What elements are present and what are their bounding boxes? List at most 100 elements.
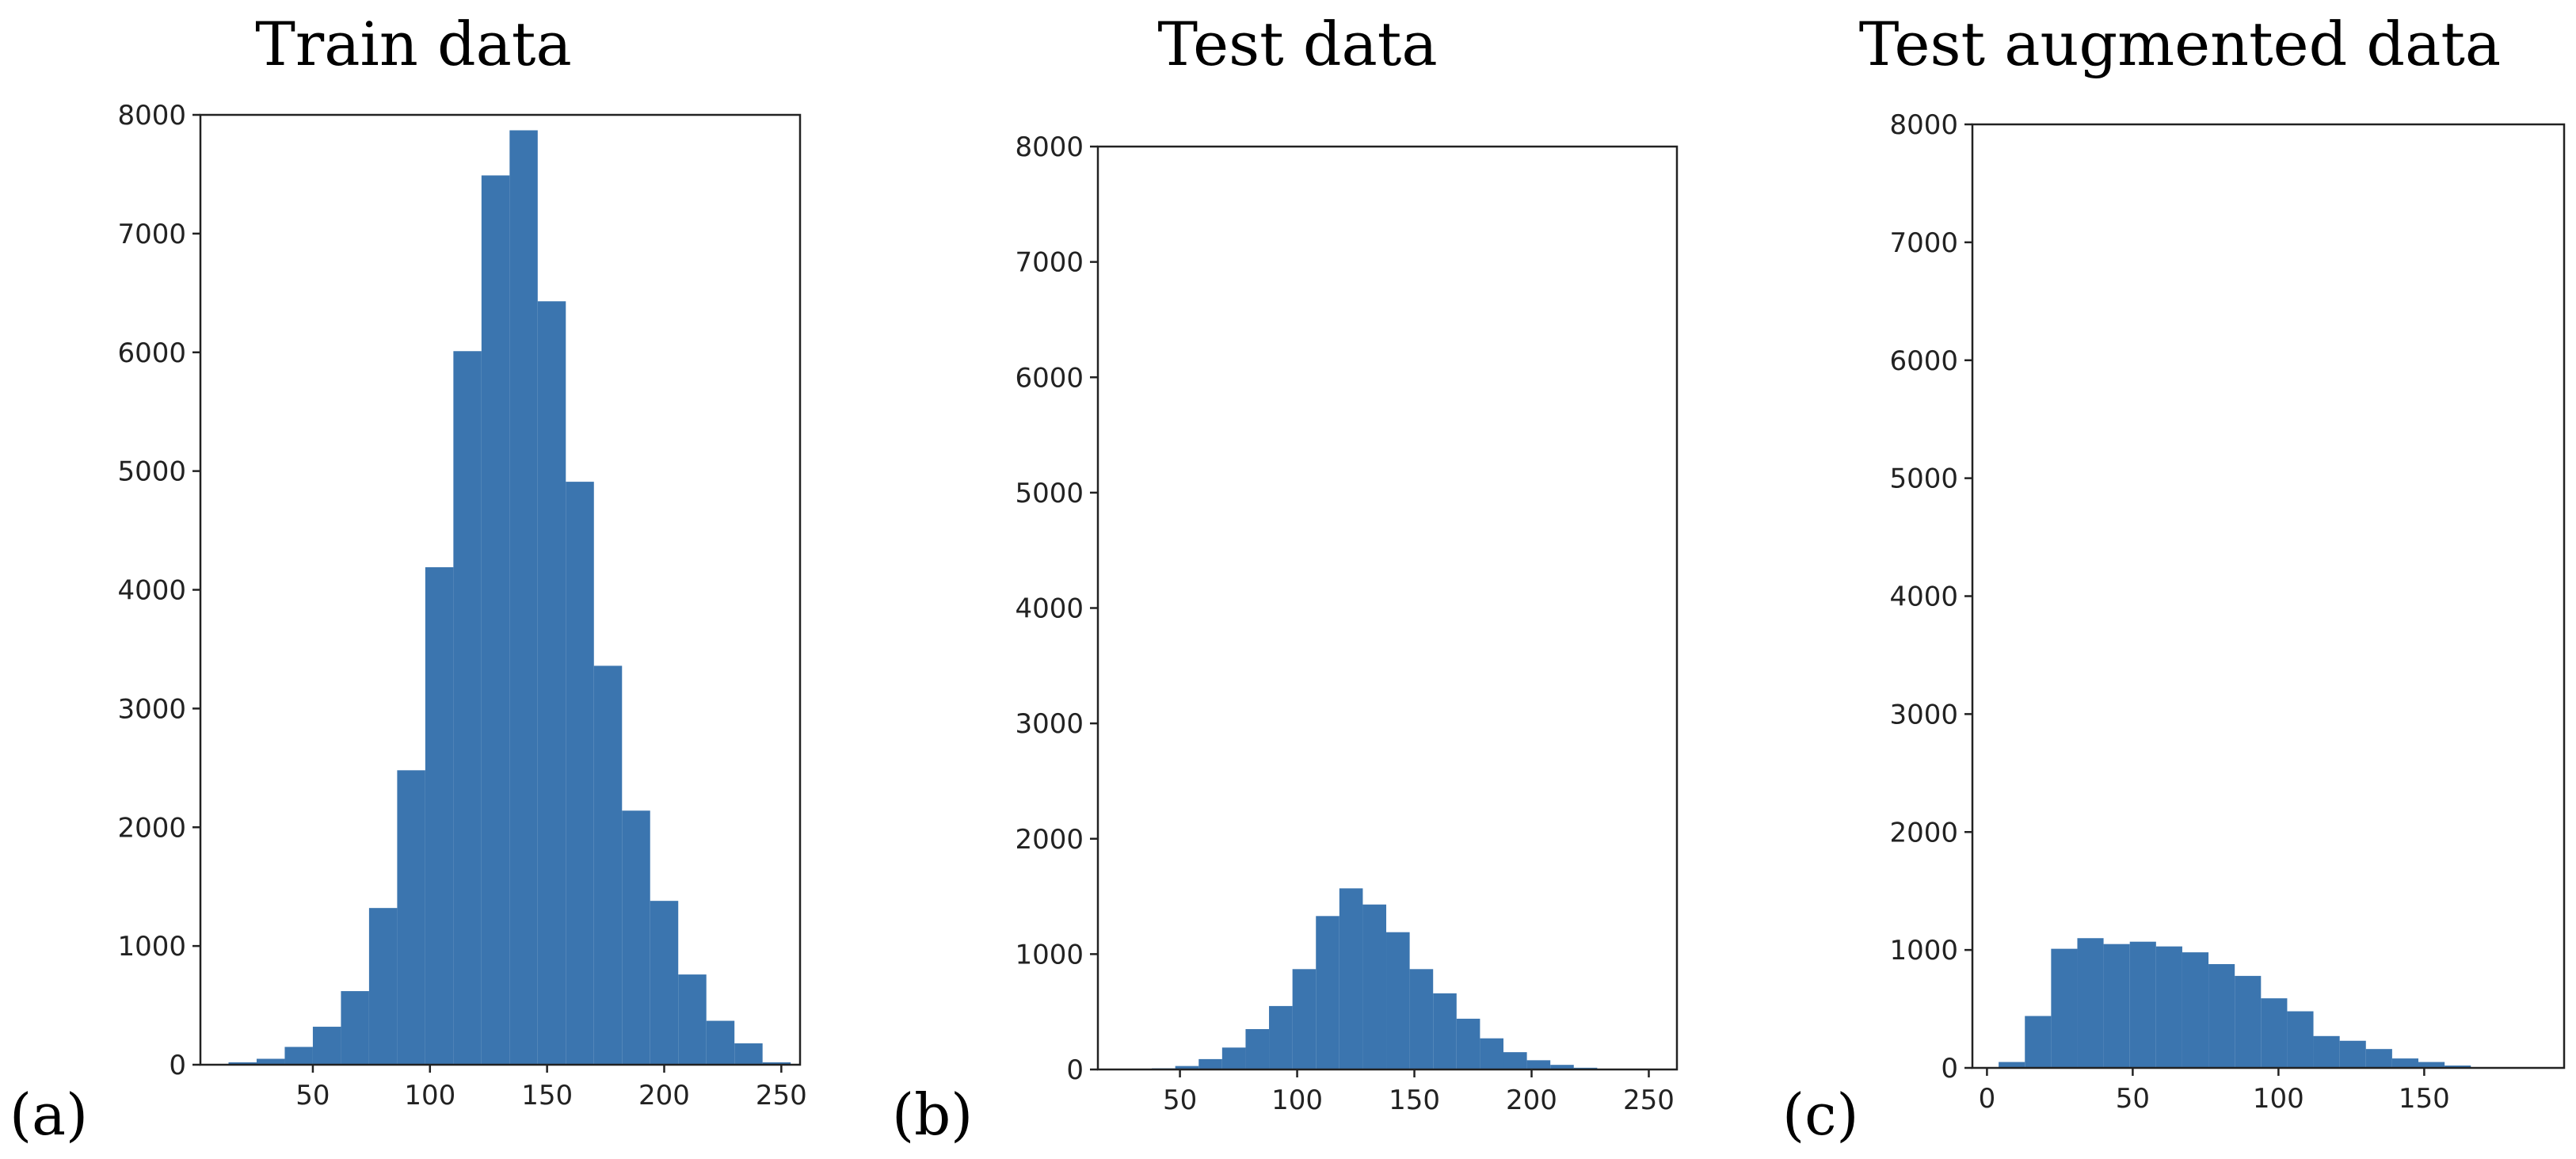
histogram-bar: [762, 1062, 791, 1065]
bar-group: [1999, 938, 2498, 1068]
y-tick-label: 3000: [1889, 699, 1958, 730]
histogram-bar: [509, 130, 538, 1065]
histogram-bar: [2235, 975, 2262, 1068]
chart-title: Test augmented data: [1859, 9, 2502, 79]
histogram-bar: [650, 901, 679, 1065]
y-tick-label: 0: [169, 1050, 186, 1081]
histogram-bar: [2077, 938, 2104, 1068]
y-tick-label: 0: [1066, 1054, 1084, 1086]
histogram-bar: [1292, 969, 1317, 1069]
histogram-bar: [593, 665, 623, 1065]
y-tick-label: 6000: [117, 337, 186, 369]
x-tick-label: 250: [756, 1080, 807, 1111]
y-tick-label: 0: [1941, 1053, 1958, 1085]
y-tick-label: 3000: [1015, 708, 1084, 740]
plot-frame: [1096, 145, 1679, 1071]
panel-label: (c): [1782, 1081, 1859, 1148]
histogram-bar: [284, 1047, 313, 1065]
y-tick-label: 8000: [1015, 132, 1084, 163]
panel-label: (a): [10, 1081, 88, 1148]
histogram-bar: [481, 175, 510, 1065]
axes: 0 1000 2000 3000 4000 5000 6000 7000 8000 50 100 15…: [117, 100, 806, 1111]
chart-title: Train data: [255, 9, 572, 79]
histogram-bar: [2103, 944, 2130, 1068]
y-tick-label: 4000: [1889, 581, 1958, 613]
histogram-bar: [2339, 1040, 2366, 1068]
histogram-bar: [1480, 1038, 1503, 1069]
histogram-bar: [2025, 1016, 2052, 1068]
histogram-bar: [1999, 1062, 2025, 1068]
histogram-bar: [2391, 1058, 2419, 1068]
histogram-bar: [1339, 888, 1363, 1069]
y-tick-label: 2000: [1889, 817, 1958, 848]
y-tick-label: 4000: [117, 575, 186, 607]
histogram-bar: [2051, 948, 2078, 1068]
histogram-bar: [2208, 963, 2235, 1068]
x-tick-label: 100: [404, 1080, 455, 1111]
chart-title: Test data: [1157, 9, 1437, 79]
histogram-bar: [2365, 1049, 2392, 1068]
histogram-panel-test: Test data (b) 0 1000 2000 3000 4000 5000 6000 7…: [892, 9, 1679, 1148]
histogram-bar: [1550, 1065, 1574, 1069]
histogram-bar: [2182, 952, 2209, 1068]
y-tick-label: 6000: [1015, 362, 1084, 394]
histogram-bar: [1503, 1052, 1527, 1069]
x-tick-label: 150: [1389, 1085, 1440, 1116]
y-tick-label: 3000: [117, 693, 186, 725]
histogram-bar: [368, 908, 398, 1065]
axes: 0 1000 2000 3000 4000 5000 6000 7000 8000 50 100 15…: [1015, 132, 1679, 1116]
histogram-bar: [1175, 1066, 1199, 1069]
y-tick-label: 5000: [1015, 478, 1084, 509]
histogram-bar: [341, 991, 369, 1065]
y-tick-label: 6000: [1889, 345, 1958, 377]
axes: 0 1000 2000 3000 4000 5000 6000 7000 8000 0 50 100 1…: [1889, 109, 2566, 1115]
histogram-bar: [1409, 969, 1434, 1069]
histogram-bar: [1362, 904, 1387, 1069]
bar-group: [228, 130, 791, 1066]
histogram-bar: [256, 1058, 285, 1065]
histogram-bar: [312, 1027, 341, 1065]
y-tick-label: 1000: [117, 931, 186, 963]
histogram-bar: [1245, 1029, 1270, 1069]
histogram-bar: [1269, 1005, 1293, 1069]
y-tick-label: 8000: [1889, 109, 1958, 141]
x-tick-label: 50: [295, 1080, 330, 1111]
histogram-bar: [425, 567, 454, 1065]
histogram-bar: [228, 1062, 257, 1065]
x-tick-label: 100: [1271, 1085, 1323, 1116]
histogram-bar: [2155, 946, 2182, 1068]
x-tick-label: 100: [2253, 1083, 2304, 1115]
histogram-bar: [1316, 916, 1339, 1069]
histogram-bar: [1221, 1047, 1246, 1069]
y-tick-label: 8000: [117, 100, 186, 132]
y-tick-label: 1000: [1889, 935, 1958, 966]
histogram-bar: [1433, 993, 1457, 1069]
y-tick-label: 7000: [117, 219, 186, 250]
histogram-bar: [2287, 1011, 2314, 1068]
y-tick-label: 5000: [1889, 463, 1958, 495]
x-tick-label: 200: [1506, 1085, 1557, 1116]
histogram-bar: [1526, 1060, 1551, 1069]
histogram-bar: [2313, 1035, 2340, 1068]
y-tick-label: 4000: [1015, 593, 1084, 625]
x-tick-label: 50: [2116, 1083, 2150, 1115]
histogram-bar: [622, 810, 650, 1065]
panel-label: (b): [892, 1081, 973, 1148]
y-tick-label: 1000: [1015, 939, 1084, 970]
y-tick-label: 7000: [1889, 227, 1958, 259]
y-tick-label: 2000: [117, 812, 186, 844]
histogram-bar: [537, 301, 566, 1066]
histogram-bar: [1456, 1018, 1480, 1069]
histogram-bar: [1198, 1058, 1222, 1069]
y-tick-label: 5000: [117, 456, 186, 488]
x-tick-label: 150: [2399, 1083, 2450, 1115]
histogram-bar: [2129, 941, 2156, 1068]
histogram-bar: [1386, 932, 1410, 1069]
x-tick-label: 0: [1979, 1083, 1996, 1115]
x-tick-label: 200: [638, 1080, 690, 1111]
bar-group: [1152, 888, 1621, 1069]
x-tick-label: 50: [1163, 1085, 1197, 1116]
y-tick-label: 2000: [1015, 824, 1084, 856]
histogram-panel-test-augmented: Test augmented data (c) 0100020003000400…: [1782, 9, 2566, 1148]
